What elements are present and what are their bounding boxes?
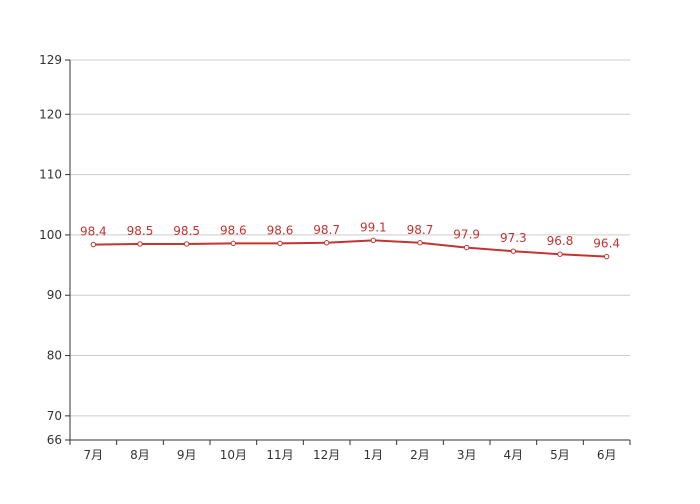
data-point[interactable] — [183, 241, 190, 247]
data-label: 97.3 — [500, 231, 527, 245]
y-tick-label: 129 — [39, 53, 62, 67]
data-label: 98.5 — [173, 224, 200, 238]
data-point[interactable] — [463, 244, 470, 251]
data-point[interactable] — [137, 241, 143, 247]
data-point[interactable] — [510, 248, 517, 254]
data-label: 98.7 — [313, 223, 340, 237]
data-point[interactable] — [323, 240, 330, 246]
y-tick-label: 120 — [39, 107, 62, 121]
data-label-layer: 98.4 98.5 98.5 98.6 98.6 98.7 99.1 98.7 97.9 97.3… — [80, 220, 620, 250]
data-point[interactable] — [370, 237, 377, 244]
grid-layer — [70, 59, 630, 417]
data-label: 98.4 — [80, 225, 107, 239]
data-point[interactable] — [277, 240, 283, 247]
axis-layer: 66 70 80 90 100 110 120 129 7月 8月 9月 10月 11月 12月 1月 2月 3… — [39, 53, 631, 462]
data-label: 96.4 — [593, 237, 620, 251]
y-tick-label: 66 — [47, 433, 62, 447]
x-tick-label: 7月 — [84, 448, 104, 462]
data-point[interactable] — [603, 253, 610, 260]
data-label: 98.7 — [407, 223, 434, 237]
y-tick-label: 80 — [47, 349, 62, 363]
x-tick-label: 4月 — [504, 448, 524, 462]
data-label: 98.6 — [220, 223, 247, 237]
y-tick-label: 90 — [47, 288, 62, 302]
x-tick-label: 8月 — [130, 448, 150, 462]
x-tick-label: 5月 — [550, 448, 570, 462]
data-label: 96.8 — [547, 234, 574, 248]
y-tick-label: 70 — [47, 409, 62, 423]
x-tick-label: 10月 — [220, 448, 247, 462]
x-tick-label: 1月 — [364, 448, 384, 462]
data-point[interactable] — [230, 240, 237, 247]
series-line — [93, 239, 607, 258]
data-label: 99.1 — [360, 220, 387, 234]
data-point[interactable] — [557, 251, 563, 257]
series-layer — [90, 237, 610, 260]
y-tick-label: 100 — [39, 228, 62, 242]
x-tick-label: 9月 — [177, 448, 197, 462]
y-tick-label: 110 — [39, 168, 62, 182]
x-tick-label: 11月 — [266, 448, 293, 462]
x-tick-label: 3月 — [457, 448, 477, 462]
x-tick-label: 12月 — [313, 448, 340, 462]
x-tick-label: 2月 — [410, 448, 430, 462]
data-point[interactable] — [90, 241, 97, 248]
x-tick-label: 6月 — [597, 448, 617, 462]
data-label: 98.5 — [127, 224, 154, 238]
data-label: 97.9 — [453, 228, 480, 242]
data-point[interactable] — [417, 240, 423, 246]
data-label: 98.6 — [267, 223, 294, 237]
